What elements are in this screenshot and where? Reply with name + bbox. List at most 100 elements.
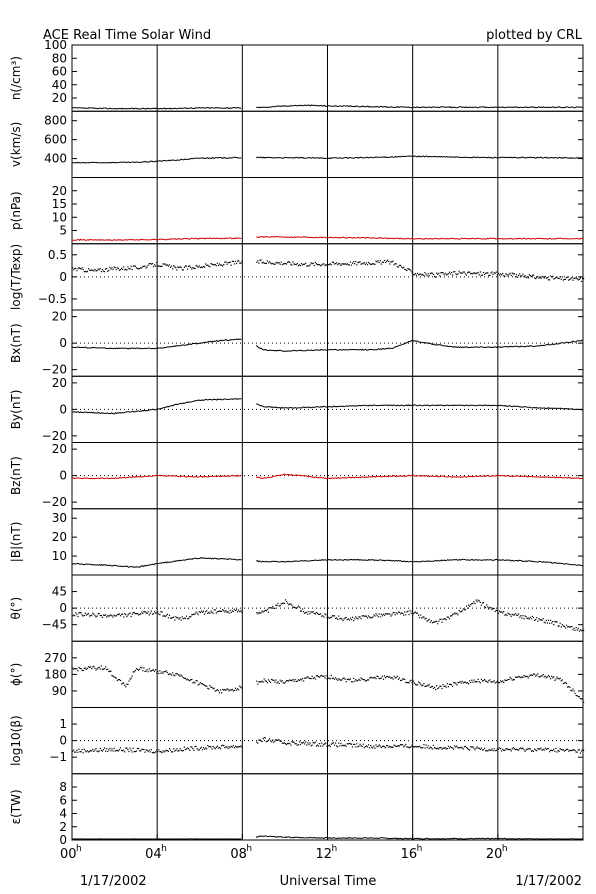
data-point <box>239 746 241 748</box>
data-point <box>486 272 488 274</box>
data-point <box>403 678 405 680</box>
data-point <box>87 613 90 615</box>
x-tick-label-16: 16 <box>401 847 418 862</box>
data-point <box>407 267 409 270</box>
data-point <box>266 608 269 611</box>
data-point <box>233 608 236 610</box>
data-point <box>541 619 543 621</box>
data-point <box>210 610 212 612</box>
data-point <box>353 743 355 746</box>
data-point <box>168 748 171 750</box>
data-point <box>293 606 295 609</box>
data-point <box>271 741 273 743</box>
data-point <box>300 679 303 681</box>
data-point <box>519 273 521 275</box>
x-tick-sup: h <box>502 844 508 854</box>
data-point <box>486 604 488 606</box>
data-point <box>256 680 258 682</box>
data-point <box>228 746 230 748</box>
data-point <box>477 599 479 601</box>
data-point <box>310 611 312 613</box>
data-point <box>181 750 183 752</box>
data-point <box>100 614 102 617</box>
data-point <box>495 609 497 611</box>
data-point <box>227 611 229 613</box>
data-point <box>462 608 464 610</box>
data-point <box>355 746 357 748</box>
data-point <box>426 275 428 277</box>
data-point <box>283 742 286 744</box>
data-point <box>166 264 168 266</box>
data-point <box>185 748 188 750</box>
data-point <box>307 742 309 744</box>
data-point <box>382 261 385 263</box>
data-point <box>219 748 222 750</box>
data-point <box>270 681 272 684</box>
data-point <box>342 744 344 746</box>
data-point <box>420 683 422 685</box>
data-point <box>188 748 190 750</box>
data-point <box>223 689 225 691</box>
data-point <box>583 749 585 751</box>
data-point <box>327 677 329 679</box>
data-point <box>73 668 75 670</box>
data-point <box>441 687 443 690</box>
data-point <box>560 278 562 280</box>
data-point <box>416 612 419 614</box>
data-point <box>351 746 354 748</box>
data-point <box>77 751 79 753</box>
data-point <box>524 275 526 277</box>
data-point <box>127 614 129 616</box>
data-point <box>161 265 163 267</box>
data-point <box>499 680 502 682</box>
data-point <box>480 274 482 276</box>
data-point <box>440 747 442 749</box>
data-point <box>544 747 546 749</box>
data-point <box>361 615 363 617</box>
data-point <box>110 614 112 616</box>
data-point <box>169 673 172 675</box>
data-point <box>185 615 188 617</box>
data-point <box>439 275 441 277</box>
data-point <box>487 681 489 683</box>
data-point <box>229 261 231 264</box>
data-point <box>84 612 86 614</box>
data-point <box>151 613 154 615</box>
data-point <box>109 670 111 672</box>
data-point <box>336 262 338 264</box>
data-point <box>116 614 118 616</box>
data-point <box>545 677 547 679</box>
data-point <box>398 745 401 747</box>
data-point <box>503 610 505 613</box>
data-point <box>171 674 173 676</box>
data-point <box>265 262 267 265</box>
data-point <box>79 751 81 753</box>
y-tick-label: 0 <box>59 833 67 847</box>
data-point <box>272 262 274 265</box>
data-point <box>558 277 560 280</box>
data-point <box>298 606 300 608</box>
data-point <box>198 611 200 613</box>
data-point <box>337 679 339 681</box>
data-point <box>329 745 331 748</box>
data-point <box>555 747 557 749</box>
data-point <box>529 275 531 277</box>
data-point <box>160 751 162 753</box>
data-point <box>318 613 321 615</box>
data-point <box>369 677 371 679</box>
data-point <box>442 683 444 686</box>
data-point <box>450 747 453 749</box>
data-point <box>93 613 95 615</box>
data-point <box>325 742 327 744</box>
data-point <box>138 614 140 616</box>
data-point <box>175 749 177 751</box>
data-point <box>338 262 340 265</box>
data-point <box>173 748 175 750</box>
data-point <box>377 260 379 262</box>
y-tick-label: 5 <box>59 224 67 238</box>
data-point <box>162 672 164 674</box>
data-point <box>409 746 411 748</box>
data-point <box>380 677 382 679</box>
data-point <box>329 617 331 619</box>
data-point <box>239 262 241 264</box>
